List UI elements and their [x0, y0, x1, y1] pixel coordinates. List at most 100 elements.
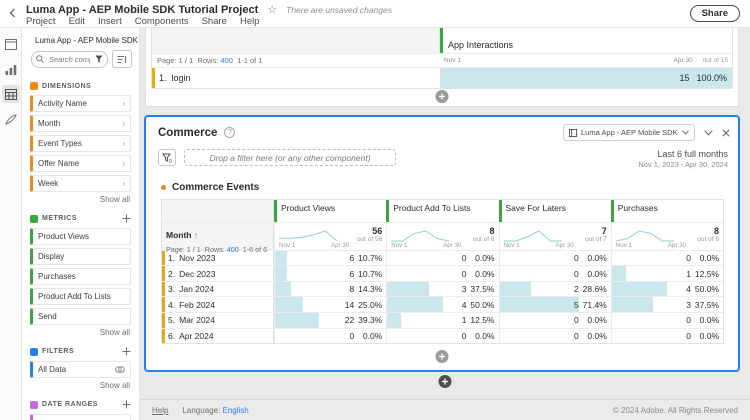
add-visualization-button[interactable]	[435, 350, 449, 363]
table1-row-login[interactable]: 1. login 15 100.0%	[152, 67, 732, 88]
section-header-date-ranges: DATE RANGES	[30, 400, 131, 409]
commerce-panel-title: Commerce	[158, 126, 218, 139]
add-filters-button[interactable]	[122, 347, 131, 356]
component-all-data[interactable]: All Data	[30, 361, 131, 378]
segment-funnel-icon[interactable]: 0	[158, 149, 176, 166]
table-row-nov-2023: 1. Nov 2023 6 10.7% 0 0.0% 0 0.0% 0 0.0%	[162, 249, 723, 266]
panel-date-range[interactable]: Last 6 full months Nov 1, 2023 - Apr 30,…	[638, 149, 728, 170]
month-cell-feb-2024[interactable]: 4. Feb 2024	[162, 297, 274, 312]
value-cell-product-add-to-lists-nov-2023[interactable]: 0 0.0%	[386, 250, 498, 266]
month-cell-dec-2023[interactable]: 2. Dec 2023	[162, 266, 274, 281]
value-cell-product-add-to-lists-jan-2024[interactable]: 3 37.5%	[386, 281, 498, 297]
value-cell-product-views-jan-2024[interactable]: 8 14.3%	[274, 281, 386, 297]
value-bar	[387, 313, 402, 328]
menu-edit[interactable]: Edit	[68, 16, 85, 27]
component-offer-name[interactable]: Offer Name ›	[30, 155, 131, 172]
show-all-dimensions[interactable]: Show all	[99, 195, 130, 204]
value-cell-product-add-to-lists-feb-2024[interactable]: 4 50.0%	[386, 297, 498, 312]
component-date-ranges-item[interactable]	[30, 414, 131, 420]
value-bar	[275, 297, 303, 312]
value-cell-product-views-dec-2023[interactable]: 6 10.7%	[274, 266, 386, 281]
month-cell-jan-2024[interactable]: 3. Jan 2024	[162, 281, 274, 297]
month-cell-nov-2023[interactable]: 1. Nov 2023	[162, 250, 274, 266]
value-cell-save-for-laters-apr-2024[interactable]: 0 0.0%	[498, 328, 611, 344]
value-cell-purchases-mar-2024[interactable]: 0 0.0%	[610, 313, 723, 328]
column-header-product-views[interactable]: Product Views	[274, 199, 386, 222]
value-cell-purchases-nov-2023[interactable]: 0 0.0%	[610, 250, 723, 266]
component-activity-name[interactable]: Activity Name ›	[30, 95, 131, 112]
month-cell-mar-2024[interactable]: 5. Mar 2024	[162, 313, 274, 328]
month-cell-apr-2024[interactable]: 6. Apr 2024	[162, 328, 274, 344]
add-metrics-button[interactable]	[122, 214, 131, 223]
help-link[interactable]: Help	[152, 405, 169, 415]
value-cell-product-add-to-lists-dec-2023[interactable]: 0 0.0%	[386, 266, 498, 281]
table-rows-count[interactable]: 400	[226, 244, 239, 254]
filter-funnel-icon[interactable]	[95, 55, 103, 63]
add-visualization-button[interactable]	[435, 90, 449, 103]
component-week[interactable]: Week ›	[30, 175, 131, 192]
share-button[interactable]: Share	[689, 5, 740, 22]
value-cell-product-views-nov-2023[interactable]: 6 10.7%	[274, 250, 386, 266]
show-all-filters[interactable]: Show all	[99, 381, 130, 390]
language-link[interactable]: English	[222, 405, 249, 415]
value-cell-purchases-dec-2023[interactable]: 1 12.5%	[610, 266, 723, 281]
freeform-table-commerce: Product Views Product Add To Lists Save Fo…	[161, 198, 724, 345]
search-input[interactable]	[47, 53, 92, 65]
add-panel-button[interactable]	[438, 375, 452, 388]
table1-rows-count[interactable]: 400	[220, 56, 233, 65]
value-cell-save-for-laters-mar-2024[interactable]: 0 0.0%	[498, 313, 611, 328]
column-summary-product-add-to-lists: Nov 1 Apr 30 8 out of 8	[386, 222, 498, 250]
panels-icon[interactable]	[2, 35, 20, 53]
help-icon[interactable]: ?	[224, 127, 236, 138]
value-cell-purchases-apr-2024[interactable]: 0 0.0%	[610, 328, 723, 344]
table1-column-header[interactable]: App Interactions	[440, 28, 732, 53]
value-bar	[611, 266, 626, 281]
add-date-ranges-button[interactable]	[122, 400, 131, 409]
dataview-dropdown[interactable]: Luma App - AEP Mobile SDK Tutori...	[563, 124, 695, 141]
component-purchases[interactable]: Purchases	[30, 268, 131, 285]
component-event-types[interactable]: Event Types ›	[30, 135, 131, 152]
component-display[interactable]: Display	[30, 248, 131, 265]
show-all-metrics[interactable]: Show all	[99, 328, 130, 337]
value-cell-save-for-laters-dec-2023[interactable]: 0 0.0%	[498, 266, 611, 281]
components-table-icon[interactable]	[1, 85, 20, 103]
value-cell-product-views-feb-2024[interactable]: 14 25.0%	[274, 297, 386, 312]
visualizations-icon[interactable]	[2, 60, 20, 78]
component-month[interactable]: Month ›	[30, 115, 131, 132]
component-send[interactable]: Send	[30, 308, 131, 325]
column-header-save-for-laters[interactable]: Save For Laters	[498, 199, 611, 222]
value-cell-purchases-feb-2024[interactable]: 3 37.5%	[610, 297, 723, 312]
value-cell-save-for-laters-feb-2024[interactable]: 5 71.4%	[498, 297, 611, 312]
component-product-add-to-lists[interactable]: Product Add To Lists	[30, 288, 131, 305]
table-row-jan-2024: 3. Jan 2024 8 14.3% 3 37.5% 2 28.6% 4 50.0%	[162, 280, 723, 297]
column-header-purchases[interactable]: Purchases	[610, 199, 723, 222]
table1-login-value-cell[interactable]: 15 100.0%	[440, 68, 732, 88]
value-cell-product-add-to-lists-apr-2024[interactable]: 0 0.0%	[386, 328, 498, 344]
viz-title[interactable]: Commerce Events	[172, 181, 260, 193]
menu-insert[interactable]: Insert	[97, 16, 122, 27]
column-header-product-add-to-lists[interactable]: Product Add To Lists	[386, 199, 498, 222]
menu-help[interactable]: Help	[239, 16, 260, 27]
value-cell-product-add-to-lists-mar-2024[interactable]: 1 12.5%	[386, 313, 498, 328]
menu-components[interactable]: Components	[134, 16, 189, 27]
value-cell-product-views-apr-2024[interactable]: 0 0.0%	[274, 328, 386, 344]
back-chevron-icon[interactable]	[5, 5, 20, 20]
menu-share[interactable]: Share	[201, 16, 227, 27]
sort-components-button[interactable]	[112, 50, 132, 68]
value-cell-save-for-laters-nov-2023[interactable]: 0 0.0%	[498, 250, 611, 266]
collapse-panel-icon[interactable]	[704, 129, 713, 136]
table-row-mar-2024: 5. Mar 2024 22 39.3% 1 12.5% 0 0.0% 0 0.0%	[162, 312, 723, 328]
value-cell-save-for-laters-jan-2024[interactable]: 2 28.6%	[498, 281, 611, 297]
component-product-views[interactable]: Product Views	[30, 228, 131, 245]
menu-project[interactable]: Project	[26, 16, 56, 27]
annotation-pen-icon[interactable]	[2, 110, 20, 128]
column-summary-purchases: Nov 1 Apr 30 8 out of 8	[610, 222, 723, 250]
sort-ascending-icon[interactable]: ↑	[193, 229, 199, 240]
value-cell-purchases-jan-2024[interactable]: 4 50.0%	[610, 281, 723, 297]
close-panel-icon[interactable]	[722, 128, 730, 137]
month-column-header[interactable]: Month ↑ Page: 1 / 1 Rows: 400 1-6 of 6	[162, 222, 274, 254]
value-cell-product-views-mar-2024[interactable]: 22 39.3%	[274, 313, 386, 328]
dataview-selector[interactable]: Luma App - AEP Mobile SDK Tutor...	[22, 28, 139, 50]
favorite-star-icon[interactable]: ☆	[267, 3, 278, 16]
filter-drop-zone[interactable]: Drop a filter here (or any other compone…	[184, 149, 396, 166]
